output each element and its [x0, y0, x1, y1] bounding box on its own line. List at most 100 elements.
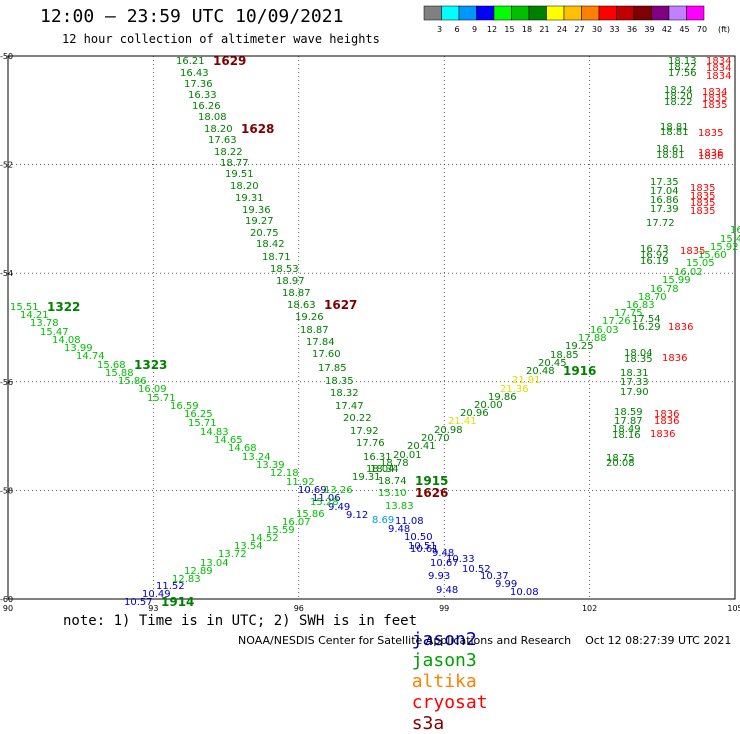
wave-height-label: 1835	[690, 183, 715, 194]
wave-height-label: 1836	[654, 416, 679, 427]
wave-height-label: 15.51	[10, 302, 39, 313]
colorbar-label: 18	[522, 25, 532, 34]
wave-height-label: 16.83	[626, 300, 655, 311]
page-subtitle: 12 hour collection of altimeter wave hei…	[62, 32, 380, 46]
wave-height-label: 1834	[706, 63, 731, 74]
wave-height-label: 20.00	[474, 400, 503, 411]
wave-height-label: 18.08	[198, 112, 227, 123]
x-tick-label: 105	[727, 604, 740, 613]
wave-height-label: 19.36	[242, 205, 271, 216]
wave-height-label: 18.22	[668, 62, 697, 73]
wave-height-label: 13.54	[234, 541, 263, 552]
wave-height-label: 18.70	[638, 292, 667, 303]
wave-height-label: 14.08	[52, 335, 81, 346]
wave-height-label: 1835	[690, 206, 715, 217]
wave-height-label: 14.52	[250, 533, 279, 544]
y-tick-label: -54	[0, 269, 13, 278]
wave-height-label: 10.52	[462, 564, 491, 575]
legend-note: note: 1) Time is in UTC; 2) SWH is in fe…	[63, 613, 418, 629]
wave-height-label: 19.27	[245, 216, 274, 227]
wave-height-label: 13.04	[200, 558, 229, 569]
wave-height-label: 1836	[662, 353, 687, 364]
wave-height-label: 20.45	[538, 358, 567, 369]
wave-height-label: 18.81	[660, 127, 689, 138]
wave-height-label: 11.06	[312, 493, 341, 504]
wave-height-label: 18.71	[262, 252, 291, 263]
wave-height-label: 17.54	[632, 314, 661, 325]
wave-height-label: 10.50	[404, 532, 433, 543]
wave-height-label: 1834	[706, 71, 731, 82]
colorbar-label: 39	[644, 25, 654, 34]
wave-height-label: 15.71	[147, 393, 176, 404]
colorbar-label: 30	[592, 25, 602, 34]
wave-height-label: 17.26	[602, 316, 631, 327]
wave-height-label: 18.87	[282, 288, 311, 299]
wave-height-label: 9.48	[388, 524, 410, 535]
pass-time-label: 1916	[563, 364, 596, 378]
wave-height-label: 9.99	[495, 579, 517, 590]
wave-height-label: 18.63	[287, 300, 316, 311]
wave-height-label: 21.36	[500, 384, 529, 395]
page-title: 12:00 — 23:59 UTC 10/09/2021	[40, 6, 344, 27]
wave-height-label: 18.97	[276, 276, 305, 287]
wave-height-label: 18.16	[612, 430, 641, 441]
wave-height-label: 1835	[690, 198, 715, 209]
wave-height-label: 16.73	[640, 244, 669, 255]
wave-height-label: 10.08	[510, 587, 539, 598]
x-tick-label: 93	[148, 604, 158, 613]
wave-height-label: 10.69	[298, 485, 327, 496]
pass-time-label: 1322	[47, 300, 80, 314]
colorbar-label: 6	[454, 25, 459, 34]
wave-height-label: 18.35	[624, 354, 653, 365]
wave-height-label: 15.41	[720, 234, 740, 245]
wave-height-label: 18.81	[660, 122, 689, 133]
wave-height-label: 20.75	[250, 228, 279, 239]
footer-credit: NOAA/NESDIS Center for Satellite Applica…	[238, 634, 732, 647]
wave-height-label: 15.86	[118, 376, 147, 387]
wave-height-label: 16.21	[176, 56, 205, 67]
wave-height-label: 20.22	[343, 413, 372, 424]
x-tick-label: 102	[582, 604, 597, 613]
wave-height-label: 11.92	[286, 477, 315, 488]
wave-height-label: 18.42	[256, 239, 285, 250]
wave-height-label: 15.28	[310, 497, 339, 508]
x-tick-label: 96	[294, 604, 304, 613]
wave-height-label: 17.85	[318, 363, 347, 374]
x-tick-label: 90	[3, 604, 13, 613]
wave-height-label: 20.98	[434, 425, 463, 436]
wave-height-label: 16.42	[730, 225, 740, 236]
wave-height-label: 1834	[706, 56, 731, 67]
wave-height-label: 16.25	[184, 409, 213, 420]
wave-height-label: 9.48	[432, 548, 454, 559]
wave-height-label: 17.90	[620, 387, 649, 398]
wave-height-label: 1836	[698, 148, 723, 159]
wave-height-label: 15.99	[662, 275, 691, 286]
wave-height-label: 18.20	[204, 124, 233, 135]
wave-height-label: 17.47	[335, 401, 364, 412]
wave-height-label: 9.49	[328, 502, 350, 513]
colorbar-swatch	[686, 5, 705, 21]
wave-height-label: 15.68	[97, 360, 126, 371]
satellite-legend: jason2 jason3 altika cryosat s3a	[390, 608, 498, 734]
wave-height-label: 18.59	[614, 407, 643, 418]
wave-height-label: 17.33	[620, 377, 649, 388]
wave-height-label: 18.24	[664, 85, 693, 96]
wave-height-label: 17.76	[356, 438, 385, 449]
wave-height-label: 21.91	[512, 375, 541, 386]
wave-height-label: 13.26	[324, 485, 353, 496]
wave-height-label: 15.71	[188, 418, 217, 429]
wave-height-label: 14.65	[214, 435, 243, 446]
wave-height-label: 8.69	[372, 515, 394, 526]
wave-height-label: 20.08	[606, 458, 635, 469]
wave-height-label: 13.39	[256, 460, 285, 471]
wave-height-label: 16.26	[192, 101, 221, 112]
wave-height-label: 18.81	[656, 150, 685, 161]
wave-height-label: 17.88	[578, 333, 607, 344]
wave-height-label: 19.31	[235, 193, 264, 204]
wave-height-label: 18.32	[330, 388, 359, 399]
wave-height-label: 14.83	[200, 427, 229, 438]
y-tick-label: -50	[0, 52, 13, 61]
wave-height-label: 11.52	[156, 581, 185, 592]
wave-height-label: 17.84	[306, 337, 335, 348]
